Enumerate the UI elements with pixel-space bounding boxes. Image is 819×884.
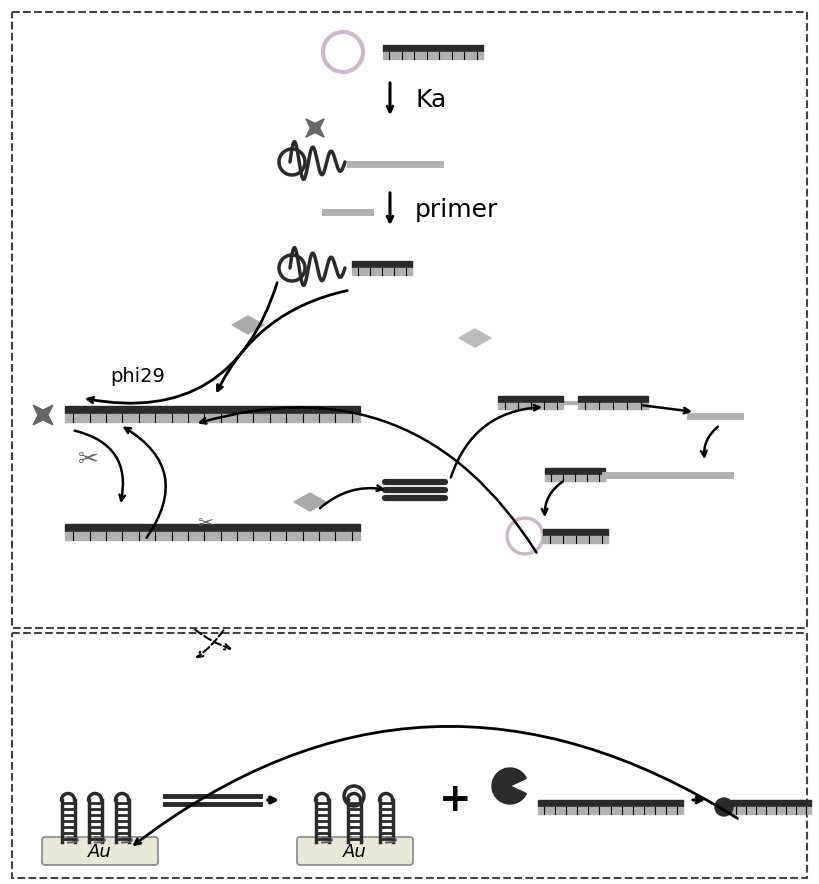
Bar xyxy=(731,807,811,814)
Bar xyxy=(543,529,608,536)
Bar xyxy=(543,536,608,543)
Bar xyxy=(65,414,360,422)
Bar xyxy=(498,396,563,402)
Text: ✂: ✂ xyxy=(78,448,98,472)
Bar xyxy=(731,800,811,807)
Text: +: + xyxy=(439,781,471,819)
Polygon shape xyxy=(459,329,491,347)
Bar xyxy=(538,800,683,807)
Text: phi29: phi29 xyxy=(110,367,165,385)
Polygon shape xyxy=(33,405,53,425)
Bar xyxy=(352,268,412,275)
Text: Ka: Ka xyxy=(415,88,446,112)
FancyBboxPatch shape xyxy=(297,837,413,865)
Bar xyxy=(538,807,683,814)
Polygon shape xyxy=(232,316,264,334)
Text: Au: Au xyxy=(88,843,112,861)
Polygon shape xyxy=(294,493,326,511)
Bar xyxy=(65,532,360,540)
Bar xyxy=(65,524,360,532)
Text: Au: Au xyxy=(343,843,367,861)
Bar xyxy=(383,45,483,52)
Bar xyxy=(545,468,605,474)
Bar xyxy=(498,403,563,409)
Bar xyxy=(352,261,412,268)
Bar xyxy=(383,52,483,59)
Bar xyxy=(545,475,605,481)
Text: ✂: ✂ xyxy=(197,514,213,534)
FancyBboxPatch shape xyxy=(42,837,158,865)
Text: primer: primer xyxy=(415,198,499,222)
Bar xyxy=(65,406,360,414)
Bar xyxy=(578,403,648,409)
Bar xyxy=(578,396,648,402)
Circle shape xyxy=(715,798,733,816)
Wedge shape xyxy=(492,768,527,804)
Polygon shape xyxy=(305,118,324,137)
